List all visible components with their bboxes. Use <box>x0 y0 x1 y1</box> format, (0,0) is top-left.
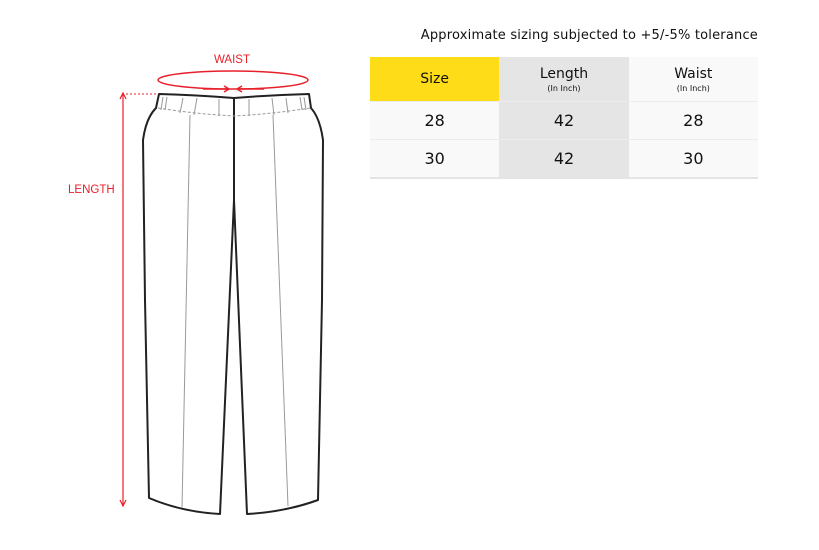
cell-length: 42 <box>499 101 629 140</box>
table-row: 30 42 30 <box>370 139 758 179</box>
header-size: Size <box>370 57 500 102</box>
cell-waist: 28 <box>628 101 758 140</box>
waist-measure <box>157 70 309 93</box>
cell-length: 42 <box>499 139 629 179</box>
size-chart-table: Size Length (In Inch) Waist (In Inch) 28 4… <box>370 57 758 179</box>
table-header-row: Size Length (In Inch) Waist (In Inch) <box>370 57 758 102</box>
header-length: Length (In Inch) <box>499 57 629 102</box>
table-row: 28 42 28 <box>370 101 758 140</box>
pants-outline <box>142 93 324 515</box>
header-length-unit: (In Inch) <box>547 83 581 93</box>
header-waist: Waist (In Inch) <box>628 57 758 102</box>
cell-size: 30 <box>370 139 500 179</box>
length-label: LENGTH <box>68 184 115 196</box>
cell-waist: 30 <box>628 139 758 179</box>
cell-size: 28 <box>370 101 500 140</box>
waist-label: WAIST <box>214 54 250 66</box>
pants-details <box>157 96 311 509</box>
tolerance-note: Approximate sizing subjected to +5/-5% t… <box>420 28 758 43</box>
header-waist-unit: (In Inch) <box>676 83 710 93</box>
length-measure <box>119 91 158 508</box>
